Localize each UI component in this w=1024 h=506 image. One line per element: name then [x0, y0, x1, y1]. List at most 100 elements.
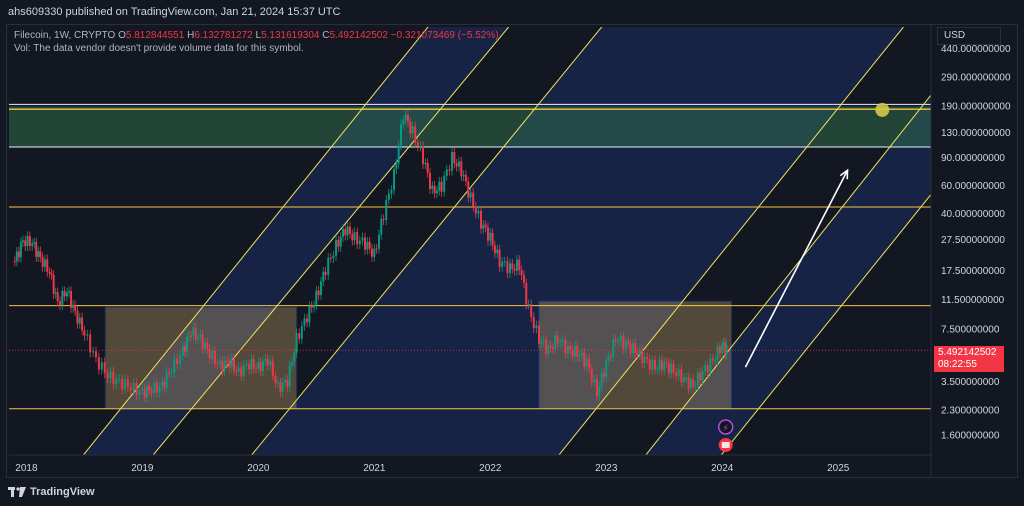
candle-body-201 [501, 261, 504, 267]
candle-body-78 [203, 342, 206, 349]
candle-body-134 [339, 236, 342, 247]
candle-body-33 [86, 334, 89, 336]
candle-body-146 [368, 241, 371, 249]
candle-body-23 [63, 291, 66, 297]
candle-body-219 [544, 340, 547, 354]
candle-body-195 [486, 227, 489, 241]
candle-body-14 [43, 259, 46, 267]
candle-body-151 [380, 219, 383, 235]
candle-body-281 [694, 385, 697, 387]
candle-body-165 [414, 126, 417, 143]
candle-body-164 [411, 126, 414, 134]
bar-countdown: 08:22:55 [938, 359, 977, 370]
candle-body-144 [364, 237, 367, 250]
price-tick-15: 1.600000000 [941, 431, 1000, 442]
price-tick-11: 7.500000000 [941, 324, 1000, 335]
candle-body-139 [351, 233, 354, 241]
chart-frame[interactable]: ⚡ 440.000000000 290.000000000 190.000000000… [6, 24, 1018, 478]
candle-body-153 [385, 199, 388, 220]
candle-body-203 [506, 261, 509, 274]
candle-body-198 [493, 245, 496, 254]
candle-body-57 [153, 382, 156, 394]
candle-body-196 [489, 232, 492, 241]
candle-body-44 [118, 378, 121, 380]
candle-body-262 [648, 359, 651, 370]
candle-body-258 [638, 349, 641, 355]
candle-body-135 [342, 228, 345, 237]
candle-body-17 [50, 273, 53, 275]
candle-body-259 [641, 349, 644, 363]
candle-body-187 [467, 181, 470, 198]
candle-body-244 [605, 360, 608, 378]
candle-body-103 [264, 358, 267, 361]
candle-body-235 [583, 352, 586, 367]
candle-body-21 [59, 301, 62, 306]
candle-body-273 [675, 372, 678, 376]
candle-body-130 [329, 257, 332, 259]
candle-body-42 [112, 371, 115, 385]
price-tick-1: 440.000000000 [941, 44, 1011, 55]
currency-selector[interactable]: USD [937, 27, 1001, 45]
candle-body-10 [35, 242, 38, 257]
candle-body-30 [78, 317, 81, 324]
candle-body-94 [242, 365, 245, 377]
candle-body-212 [527, 304, 530, 306]
candle-body-61 [163, 381, 166, 388]
candle-body-183 [457, 161, 460, 167]
candle-body-280 [692, 379, 695, 387]
candle-body-193 [482, 224, 485, 229]
candle-body-220 [547, 345, 550, 354]
candle-body-155 [390, 189, 393, 194]
candle-body-150 [377, 234, 380, 249]
candle-body-260 [643, 356, 646, 363]
candle-body-283 [699, 372, 702, 381]
candle-body-73 [192, 327, 195, 336]
tradingview-logo[interactable]: TradingView [8, 486, 95, 498]
candle-body-113 [288, 365, 291, 388]
candle-body-175 [438, 181, 441, 191]
candle-body-231 [573, 346, 576, 357]
candle-body-69 [183, 346, 186, 353]
channel-line-3 [251, 27, 603, 455]
candle-body-174 [435, 190, 438, 194]
candle-body-163 [409, 121, 412, 134]
candle-body-224 [556, 335, 559, 344]
candle-body-91 [235, 370, 238, 372]
candle-body-191 [477, 210, 480, 214]
candle-body-68 [181, 346, 184, 356]
time-tick-2020: 2020 [247, 463, 270, 474]
candle-body-278 [687, 377, 690, 389]
candle-body-136 [344, 228, 347, 236]
candle-body-37 [97, 357, 100, 370]
channel-line-5 [645, 94, 931, 455]
price-chart[interactable]: ⚡ 440.000000000 290.000000000 190.000000000… [7, 25, 1017, 477]
legend-symbol[interactable]: Filecoin, 1W, CRYPTO [14, 30, 116, 41]
candle-body-64 [170, 372, 173, 374]
channel-line-6 [720, 193, 931, 455]
candle-body-70 [186, 336, 189, 353]
candle-body-36 [94, 351, 97, 358]
candle-body-197 [491, 232, 494, 246]
candle-body-225 [559, 341, 562, 344]
legend-ohlc-row: Filecoin, 1W, CRYPTO O5.812844551 H6.132… [14, 29, 499, 42]
candle-body-282 [696, 372, 699, 386]
candle-body-3 [19, 242, 22, 258]
candle-body-39 [103, 362, 106, 374]
candle-body-101 [259, 361, 262, 372]
candle-body-285 [704, 365, 707, 371]
projection-arrow-head [839, 168, 849, 180]
legend-volume-note: Vol: The data vendor doesn't provide vol… [14, 43, 304, 54]
candle-body-45 [121, 378, 124, 390]
candle-body-182 [455, 163, 458, 167]
price-tick-6: 60.000000000 [941, 181, 1005, 192]
candle-body-252 [624, 341, 627, 349]
legend-change: −0.321073469 (−5.52%) [390, 30, 499, 41]
price-tick-7: 40.000000000 [941, 209, 1005, 220]
candle-body-170 [426, 162, 429, 173]
candle-body-58 [155, 382, 158, 393]
candle-body-241 [598, 386, 601, 396]
candle-body-8 [31, 243, 34, 246]
channel-line-2 [152, 27, 510, 455]
candle-body-270 [667, 362, 670, 374]
candle-body-110 [281, 382, 284, 392]
